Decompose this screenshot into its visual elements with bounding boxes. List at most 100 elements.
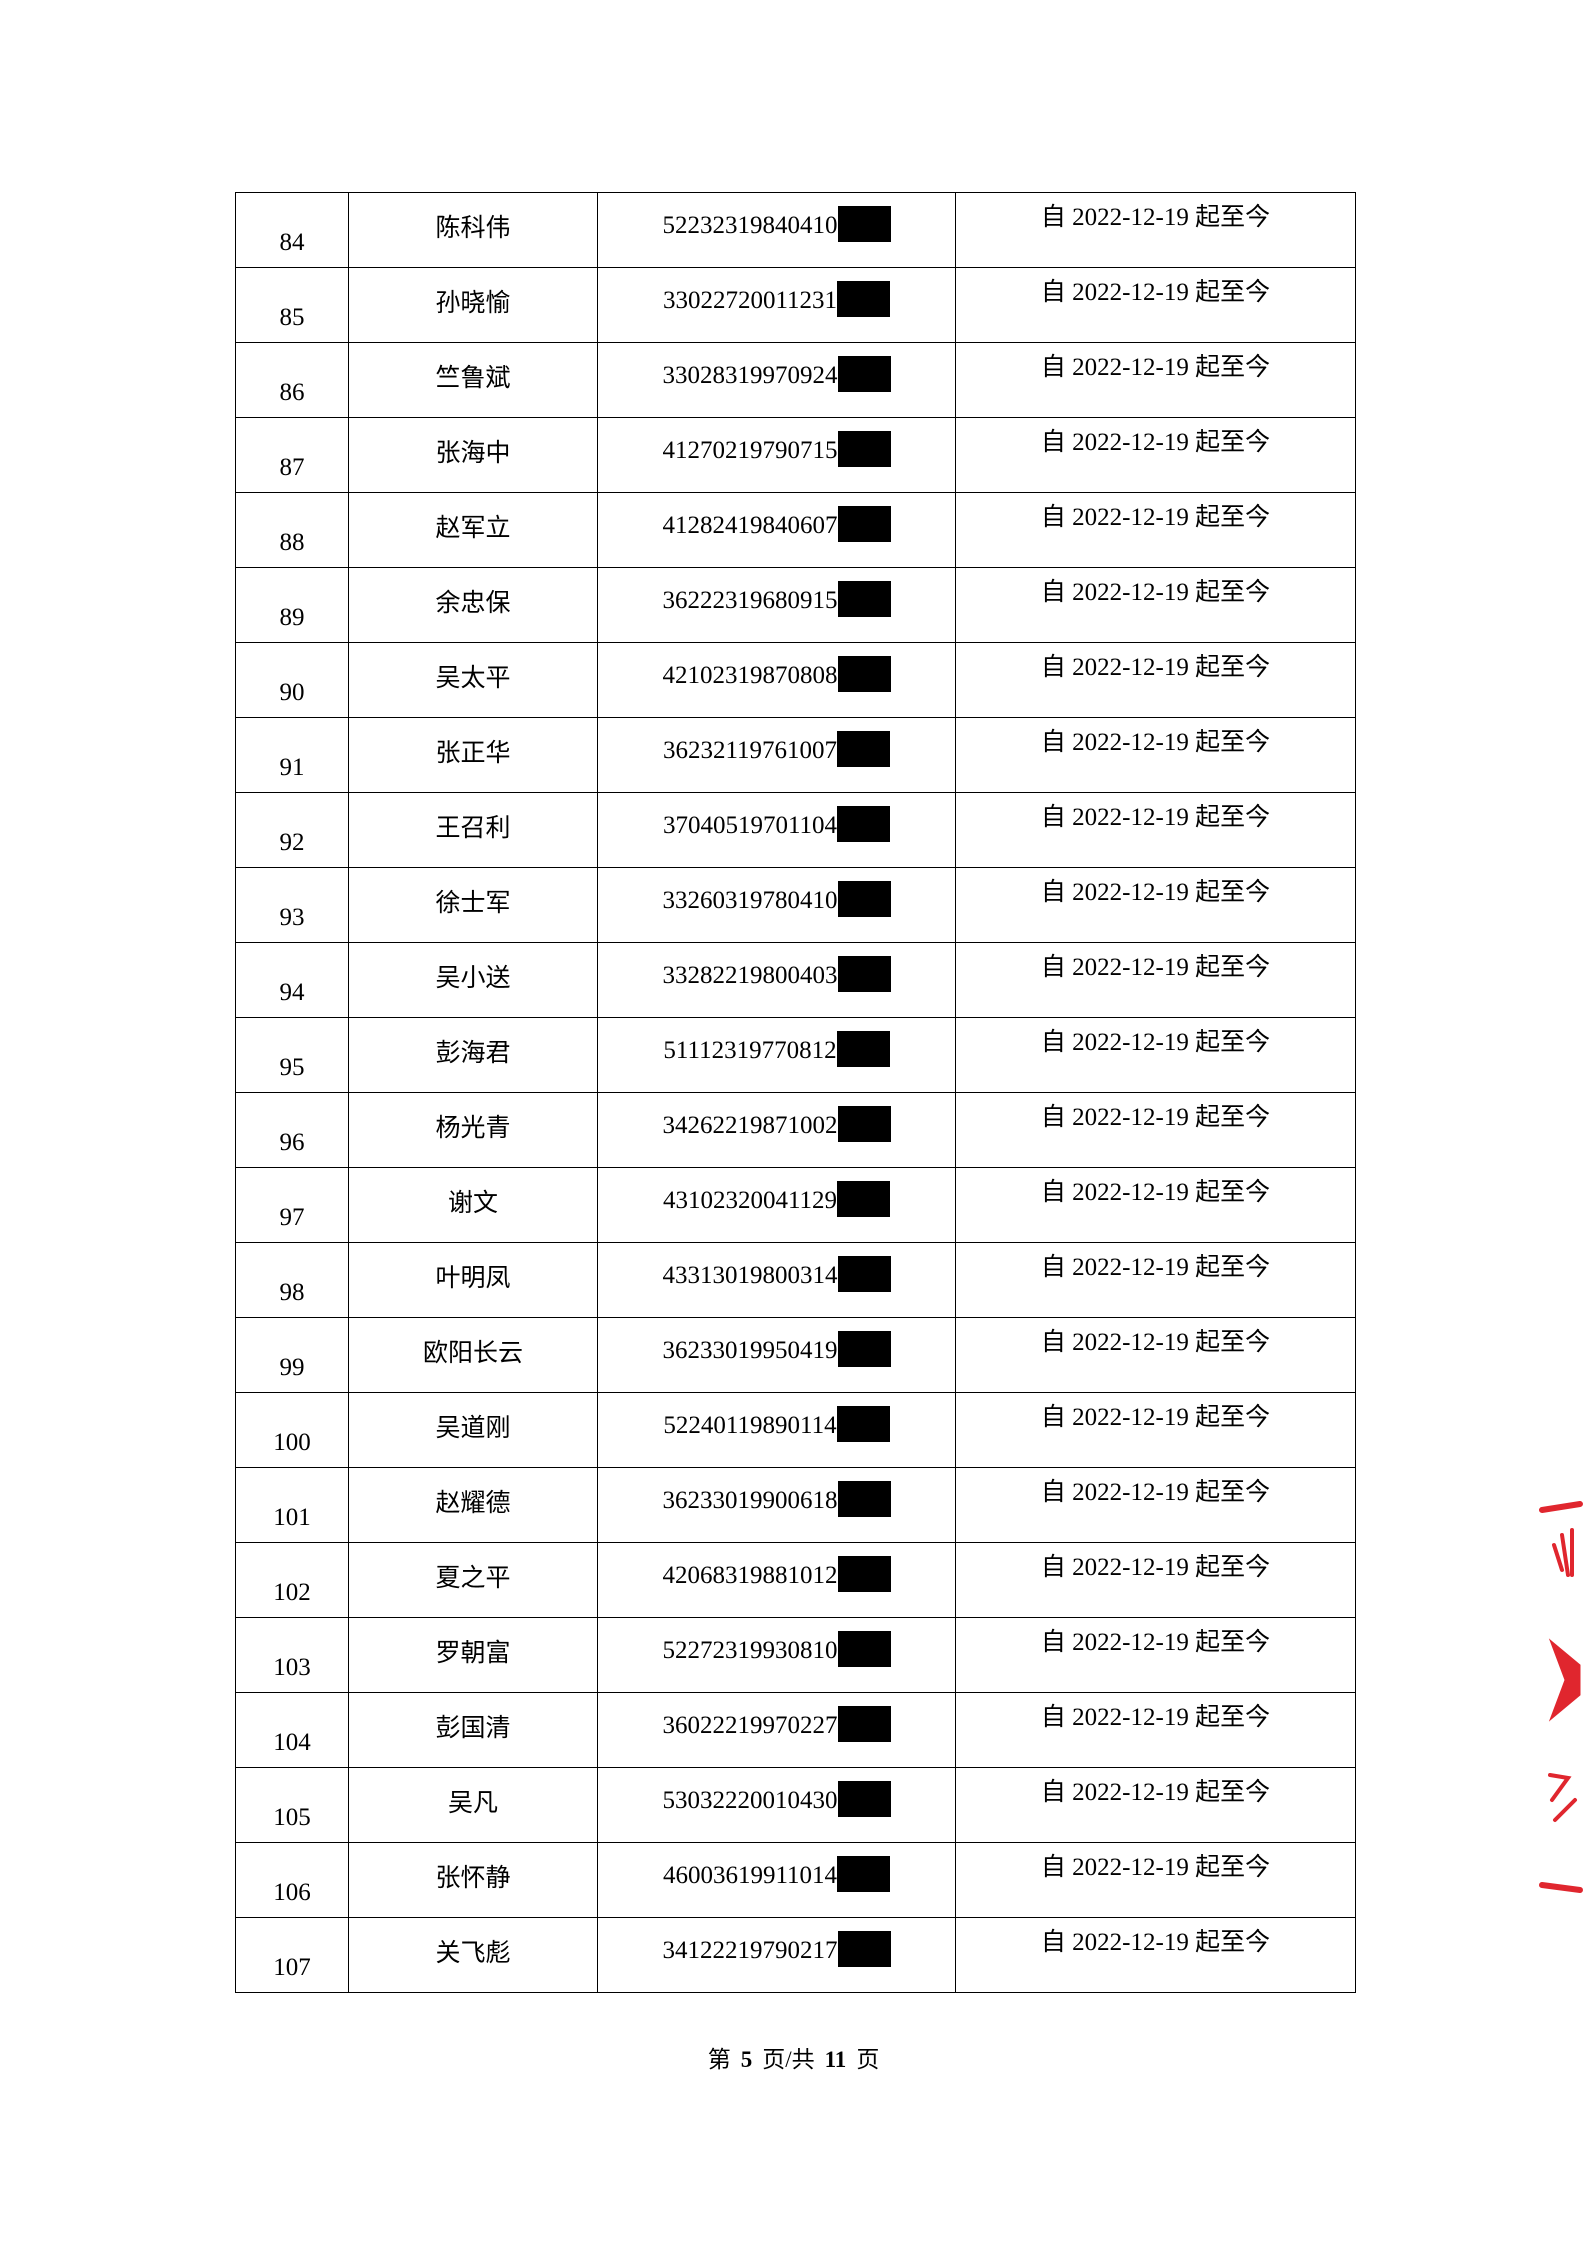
table-row: 93 徐士军 33260319780410 自 2022-12-19 起至今	[235, 867, 1356, 943]
redaction-block	[837, 955, 891, 992]
personnel-table: 84 陈科伟 52232319840410 自 2022-12-19 起至今 85 孙晓愉…	[235, 192, 1356, 1993]
person-name: 王召利	[348, 792, 598, 868]
table-row: 105 吴凡 53032220010430 自 2022-12-19 起至今	[235, 1767, 1356, 1843]
redaction-block	[837, 1255, 891, 1292]
redaction-block	[837, 1105, 891, 1142]
validity-period: 自 2022-12-19 起至今	[955, 1542, 1356, 1618]
validity-period: 自 2022-12-19 起至今	[955, 1692, 1356, 1768]
id-number: 36233019950419	[662, 1337, 838, 1365]
id-number-cell: 36233019900618	[597, 1467, 956, 1543]
validity-period: 自 2022-12-19 起至今	[955, 492, 1356, 568]
validity-period: 自 2022-12-19 起至今	[955, 1767, 1356, 1843]
table-row: 102 夏之平 42068319881012 自 2022-12-19 起至今	[235, 1542, 1356, 1618]
row-number: 85	[235, 267, 349, 343]
id-number: 34122219790217	[662, 1937, 838, 1965]
table-row: 87 张海中 41270219790715 自 2022-12-19 起至今	[235, 417, 1356, 493]
id-number: 33282219800403	[662, 962, 838, 990]
table-row: 85 孙晓愉 33022720011231 自 2022-12-19 起至今	[235, 267, 1356, 343]
id-number-cell: 33022720011231	[597, 267, 956, 343]
table-row: 90 吴太平 42102319870808 自 2022-12-19 起至今	[235, 642, 1356, 718]
redaction-block	[837, 1330, 891, 1367]
person-name: 欧阳长云	[348, 1317, 598, 1393]
table-row: 97 谢文 43102320041129 自 2022-12-19 起至今	[235, 1167, 1356, 1243]
table-row: 91 张正华 36232119761007 自 2022-12-19 起至今	[235, 717, 1356, 793]
id-number-cell: 33028319970924	[597, 342, 956, 418]
id-number: 33028319970924	[662, 362, 838, 390]
redaction-block	[837, 1555, 891, 1592]
table-row: 95 彭海君 51112319770812 自 2022-12-19 起至今	[235, 1017, 1356, 1093]
table-row: 106 张怀静 46003619911014 自 2022-12-19 起至今	[235, 1842, 1356, 1918]
id-number: 36222319680915	[662, 587, 838, 615]
row-number: 99	[235, 1317, 349, 1393]
person-name: 张正华	[348, 717, 598, 793]
table-row: 88 赵军立 41282419840607 自 2022-12-19 起至今	[235, 492, 1356, 568]
table-row: 101 赵耀德 36233019900618 自 2022-12-19 起至今	[235, 1467, 1356, 1543]
row-number: 91	[235, 717, 349, 793]
table-row: 103 罗朝富 52272319930810 自 2022-12-19 起至今	[235, 1617, 1356, 1693]
official-seal-stamp	[1539, 1501, 1583, 1893]
person-name: 徐士军	[348, 867, 598, 943]
id-number-cell: 36232119761007	[597, 717, 956, 793]
person-name: 谢文	[348, 1167, 598, 1243]
redaction-block	[837, 580, 891, 617]
footer-prefix: 第	[707, 2047, 731, 2072]
id-number: 42068319881012	[662, 1562, 838, 1590]
validity-period: 自 2022-12-19 起至今	[955, 942, 1356, 1018]
id-number: 43313019800314	[662, 1262, 838, 1290]
redaction-block	[837, 430, 891, 467]
validity-period: 自 2022-12-19 起至今	[955, 192, 1356, 268]
id-number-cell: 43313019800314	[597, 1242, 956, 1318]
id-number-cell: 33260319780410	[597, 867, 956, 943]
id-number: 42102319870808	[662, 662, 838, 690]
row-number: 87	[235, 417, 349, 493]
redaction-block	[837, 730, 891, 767]
id-number: 33022720011231	[662, 287, 838, 315]
row-number: 84	[235, 192, 349, 268]
validity-period: 自 2022-12-19 起至今	[955, 267, 1356, 343]
page-footer: 第 5 页/共 11 页	[0, 2040, 1587, 2074]
id-number-cell: 36022219970227	[597, 1692, 956, 1768]
person-name: 张海中	[348, 417, 598, 493]
row-number: 106	[235, 1842, 349, 1918]
row-number: 105	[235, 1767, 349, 1843]
person-name: 赵耀德	[348, 1467, 598, 1543]
redaction-block	[837, 1180, 891, 1217]
row-number: 90	[235, 642, 349, 718]
id-number: 36232119761007	[662, 737, 838, 765]
row-number: 107	[235, 1917, 349, 1993]
person-name: 竺鲁斌	[348, 342, 598, 418]
table-row: 84 陈科伟 52232319840410 自 2022-12-19 起至今	[235, 192, 1356, 268]
id-number-cell: 52232319840410	[597, 192, 956, 268]
validity-period: 自 2022-12-19 起至今	[955, 1917, 1356, 1993]
id-number-cell: 33282219800403	[597, 942, 956, 1018]
validity-period: 自 2022-12-19 起至今	[955, 867, 1356, 943]
person-name: 余忠保	[348, 567, 598, 643]
validity-period: 自 2022-12-19 起至今	[955, 1317, 1356, 1393]
redaction-block	[837, 1705, 891, 1742]
id-number: 41282419840607	[662, 512, 838, 540]
id-number: 52272319930810	[662, 1637, 838, 1665]
footer-suffix: 页	[856, 2047, 880, 2072]
validity-period: 自 2022-12-19 起至今	[955, 567, 1356, 643]
validity-period: 自 2022-12-19 起至今	[955, 1092, 1356, 1168]
redaction-block	[837, 355, 891, 392]
person-name: 杨光青	[348, 1092, 598, 1168]
table-row: 96 杨光青 34262219871002 自 2022-12-19 起至今	[235, 1092, 1356, 1168]
validity-period: 自 2022-12-19 起至今	[955, 717, 1356, 793]
person-name: 张怀静	[348, 1842, 598, 1918]
id-number-cell: 52272319930810	[597, 1617, 956, 1693]
row-number: 101	[235, 1467, 349, 1543]
row-number: 86	[235, 342, 349, 418]
redaction-block	[837, 280, 891, 317]
table-row: 107 关飞彪 34122219790217 自 2022-12-19 起至今	[235, 1917, 1356, 1993]
validity-period: 自 2022-12-19 起至今	[955, 1842, 1356, 1918]
current-page: 5	[740, 2047, 753, 2072]
row-number: 89	[235, 567, 349, 643]
redaction-block	[837, 205, 891, 242]
row-number: 92	[235, 792, 349, 868]
table-row: 100 吴道刚 52240119890114 自 2022-12-19 起至今	[235, 1392, 1356, 1468]
table-row: 94 吴小送 33282219800403 自 2022-12-19 起至今	[235, 942, 1356, 1018]
id-number-cell: 42068319881012	[597, 1542, 956, 1618]
id-number-cell: 46003619911014	[597, 1842, 956, 1918]
validity-period: 自 2022-12-19 起至今	[955, 342, 1356, 418]
